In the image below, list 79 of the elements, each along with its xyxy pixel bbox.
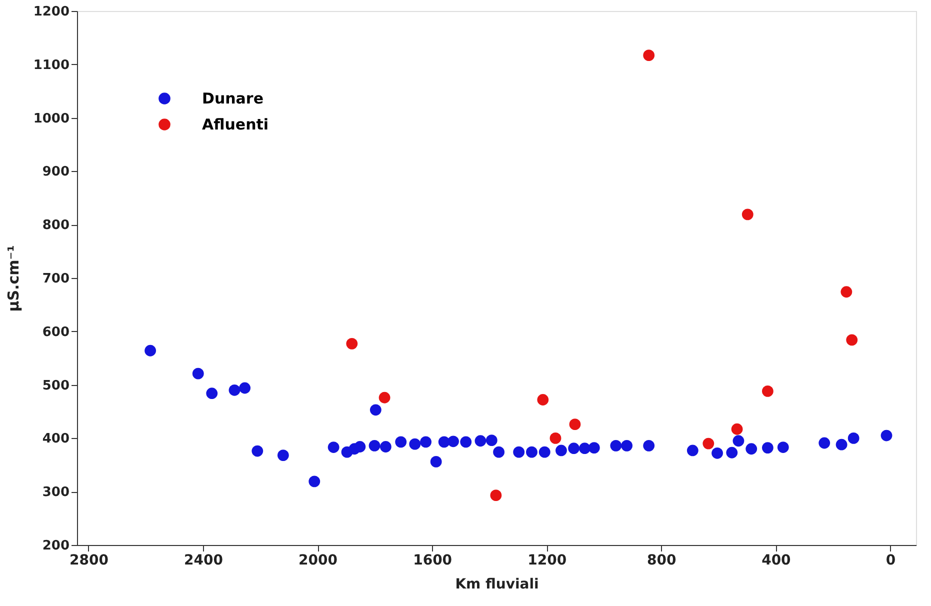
point	[328, 442, 340, 453]
point	[726, 446, 738, 458]
point	[643, 50, 655, 62]
y-tick-label: 900	[42, 164, 70, 180]
y-tick-label: 200	[42, 538, 70, 554]
x-tick-label: 0	[886, 552, 896, 568]
point	[448, 436, 459, 448]
point	[395, 436, 407, 448]
y-tick-label: 700	[42, 272, 70, 286]
point	[493, 446, 504, 458]
x-tick-label: 1600	[413, 552, 452, 568]
point	[378, 392, 390, 404]
point	[526, 446, 538, 458]
x-tick-label: 2400	[184, 552, 224, 568]
point	[346, 338, 358, 350]
point	[239, 382, 250, 394]
point	[228, 384, 240, 396]
y-tick-label: 1000	[33, 111, 70, 126]
point	[537, 394, 549, 406]
point	[702, 438, 714, 450]
point	[880, 430, 892, 442]
point	[762, 442, 774, 454]
point	[712, 447, 723, 459]
point	[277, 450, 289, 461]
y-tick-label: 500	[42, 378, 70, 394]
legend-label: Afluenti	[202, 116, 269, 134]
point	[206, 388, 218, 400]
point	[538, 446, 550, 458]
point	[513, 446, 525, 458]
y-tick-label: 800	[42, 218, 70, 234]
point	[588, 442, 600, 454]
point	[474, 435, 486, 447]
point	[144, 344, 156, 356]
point	[354, 441, 366, 452]
point	[746, 443, 758, 455]
y-tick-label: 600	[42, 324, 70, 340]
point	[486, 434, 498, 446]
point	[777, 442, 789, 453]
point	[762, 386, 774, 397]
y-tick-label: 400	[42, 432, 70, 447]
y-tick-label: 1200	[33, 4, 70, 20]
point	[556, 444, 567, 456]
point	[460, 436, 472, 448]
point	[380, 441, 392, 452]
point	[420, 436, 432, 448]
point	[370, 404, 382, 416]
point	[409, 438, 421, 450]
point	[732, 435, 744, 447]
point	[818, 437, 830, 449]
point	[643, 440, 655, 452]
point	[621, 440, 632, 452]
x-tick-label: 2000	[298, 552, 338, 568]
point	[550, 432, 562, 444]
point	[568, 442, 580, 454]
y-tick-label: 1100	[33, 58, 70, 73]
legend-label: Dunare	[202, 90, 264, 108]
point	[742, 208, 754, 220]
x-tick-label: 1200	[528, 552, 567, 568]
point	[836, 438, 848, 450]
point	[430, 456, 442, 468]
point	[686, 444, 698, 456]
point	[368, 440, 380, 452]
point	[610, 440, 622, 452]
point	[308, 476, 320, 488]
x-tick-label: 2800	[69, 552, 109, 568]
x-tick-label: 800	[647, 552, 677, 568]
point	[848, 432, 860, 444]
point	[840, 286, 852, 298]
point	[192, 368, 204, 380]
y-axis-title: μS.cm⁻¹	[4, 245, 22, 312]
point	[569, 418, 581, 430]
point	[578, 442, 590, 454]
point	[490, 490, 502, 502]
x-tick-label: 400	[762, 552, 792, 568]
x-axis-title: Km fluviali	[455, 576, 539, 592]
point	[846, 334, 858, 346]
point	[731, 423, 743, 435]
y-tick-label: 300	[42, 485, 70, 500]
point	[252, 445, 264, 457]
